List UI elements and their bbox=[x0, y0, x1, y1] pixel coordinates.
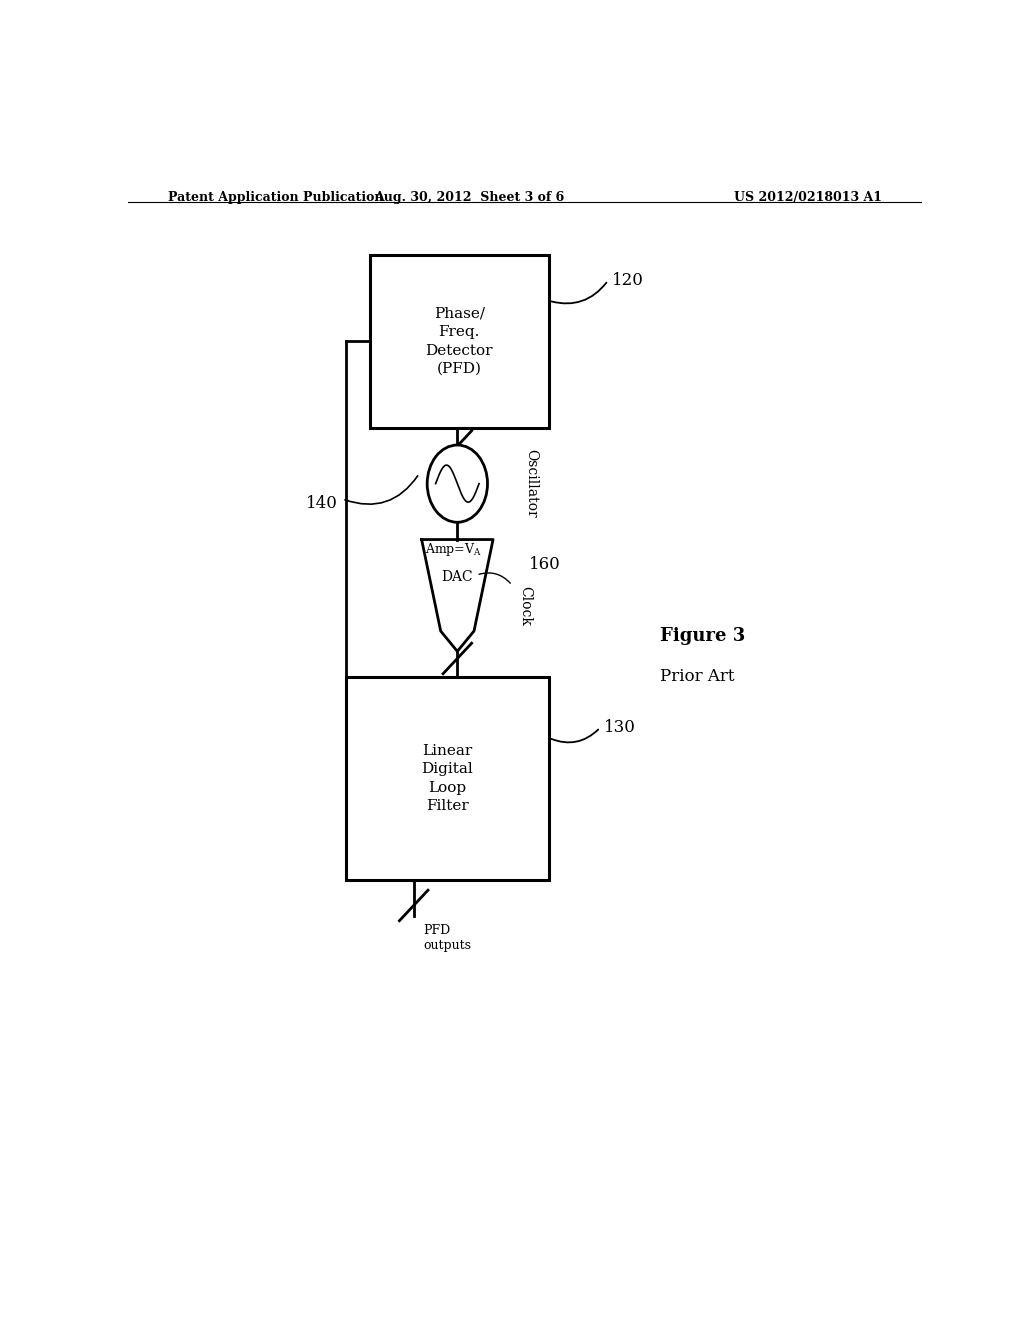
Text: DAC: DAC bbox=[441, 570, 473, 585]
Text: Patent Application Publication: Patent Application Publication bbox=[168, 191, 383, 203]
Text: Clock: Clock bbox=[518, 586, 532, 626]
Text: 130: 130 bbox=[604, 719, 636, 737]
Text: 120: 120 bbox=[612, 272, 644, 289]
Text: Amp=V$_\mathregular{A}$: Amp=V$_\mathregular{A}$ bbox=[425, 541, 482, 557]
Text: PFD
outputs: PFD outputs bbox=[423, 924, 471, 952]
Text: 160: 160 bbox=[528, 557, 560, 573]
Bar bbox=[346, 677, 549, 880]
Text: Linear
Digital
Loop
Filter: Linear Digital Loop Filter bbox=[422, 743, 473, 813]
Bar bbox=[370, 255, 549, 428]
Text: Oscillator: Oscillator bbox=[524, 449, 539, 517]
Polygon shape bbox=[422, 540, 494, 651]
Text: US 2012/0218013 A1: US 2012/0218013 A1 bbox=[734, 191, 882, 203]
Text: Phase/
Freq.
Detector
(PFD): Phase/ Freq. Detector (PFD) bbox=[426, 306, 494, 376]
Text: 140: 140 bbox=[306, 495, 338, 512]
Circle shape bbox=[427, 445, 487, 523]
Text: Prior Art: Prior Art bbox=[659, 668, 734, 685]
Text: Aug. 30, 2012  Sheet 3 of 6: Aug. 30, 2012 Sheet 3 of 6 bbox=[374, 191, 564, 203]
Text: Figure 3: Figure 3 bbox=[659, 627, 745, 645]
